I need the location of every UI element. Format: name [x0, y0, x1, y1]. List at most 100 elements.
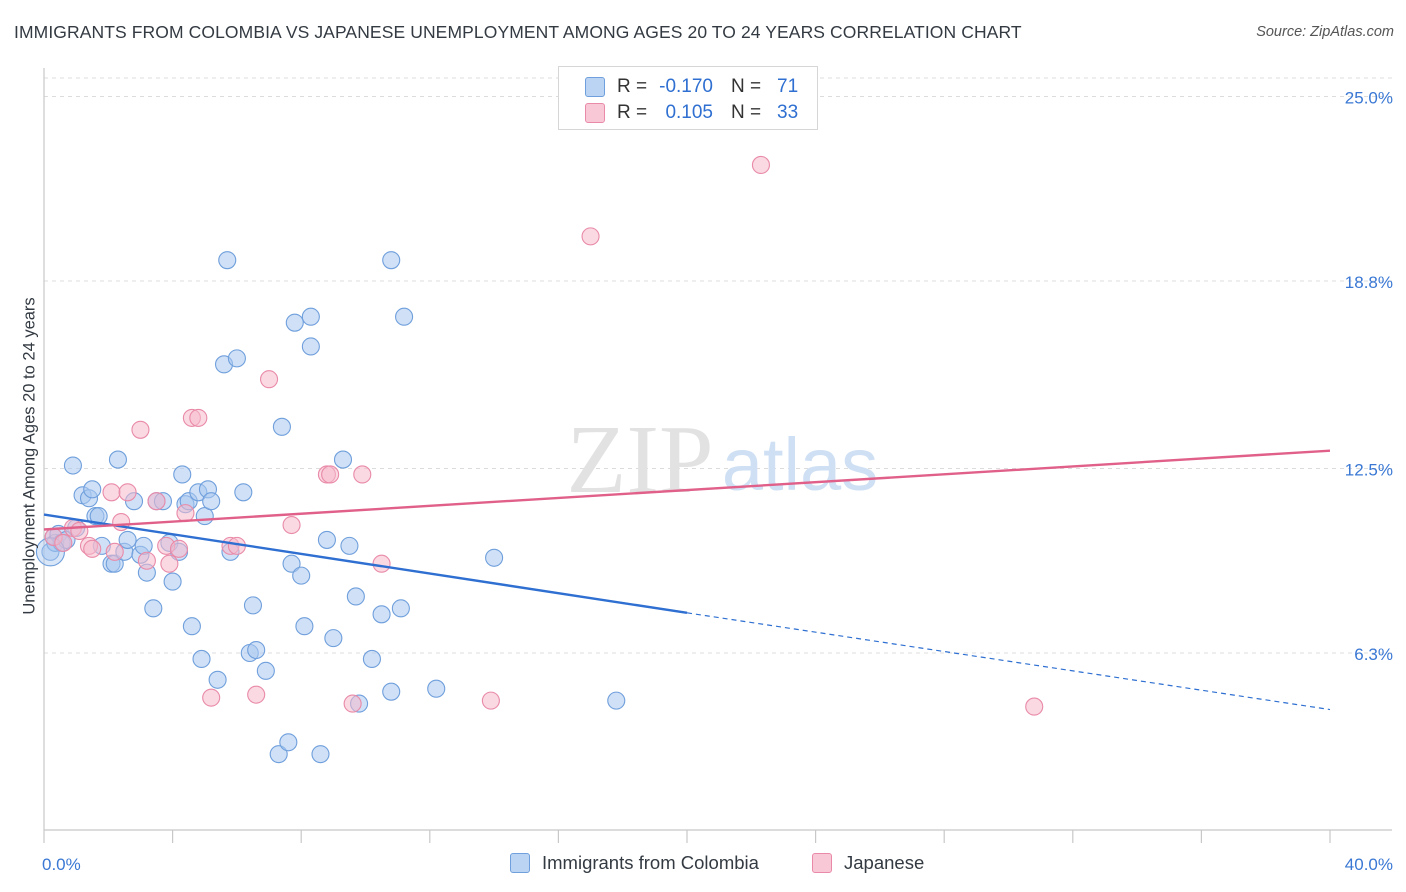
data-point [321, 465, 340, 484]
data-point [218, 251, 237, 270]
data-point [202, 492, 221, 511]
data-point [751, 155, 770, 174]
data-point [272, 417, 291, 436]
data-point [108, 450, 127, 469]
data-point [362, 649, 381, 669]
data-point [63, 456, 82, 475]
legend-r-label: R = [617, 76, 648, 97]
trend-line-pink [43, 449, 1331, 531]
series-legend: Immigrants from Colombia Japanese [0, 852, 1406, 878]
data-point [54, 533, 73, 552]
tick-labels: 6.3% 12.5% 18.8% 25.0% 0.0% 40.0% [42, 89, 1393, 875]
data-point [163, 572, 182, 591]
legend-swatch-blue [585, 77, 605, 97]
legend-item-japanese[interactable]: Japanese [812, 852, 924, 874]
data-point [243, 596, 263, 615]
data-point [247, 685, 266, 704]
series-colombia-points [35, 251, 626, 764]
data-point [70, 521, 89, 541]
data-point [395, 307, 414, 326]
data-point [353, 465, 372, 484]
legend-n-label: N = [731, 102, 762, 123]
trend-line-extension-blue [686, 612, 1331, 711]
legend-swatch-pink [812, 853, 832, 873]
data-point [282, 554, 301, 573]
data-point [311, 745, 330, 764]
data-point [160, 554, 179, 573]
data-point [346, 587, 365, 606]
data-point [285, 313, 304, 332]
x-tick-label: 0.0% [42, 855, 81, 874]
data-point [118, 483, 137, 502]
source-label: Source: ZipAtlas.com [1256, 24, 1394, 40]
data-point [391, 599, 410, 618]
data-point [182, 617, 201, 636]
data-point [317, 530, 336, 549]
data-point [382, 682, 401, 701]
data-point [105, 542, 124, 561]
data-point [343, 694, 362, 713]
data-point [176, 504, 195, 523]
data-point [169, 539, 189, 558]
legend-swatch-blue [510, 853, 530, 873]
data-point [256, 661, 275, 680]
y-tick-label: 25.0% [1345, 89, 1393, 108]
data-point [269, 745, 288, 764]
data-point [234, 483, 253, 502]
data-point [279, 733, 298, 752]
legend-row-japanese: R = 0.105 N = 33 [559, 100, 799, 126]
data-point [202, 688, 221, 707]
legend-n-value: 33 [777, 102, 799, 123]
data-point [118, 530, 137, 549]
data-point [481, 691, 500, 710]
data-point [340, 536, 359, 555]
chart-title: IMMIGRANTS FROM COLOMBIA VS JAPANESE UNE… [14, 22, 1022, 42]
correlation-legend: R = -0.170 N = 71 R = 0.105 N = 33 [558, 66, 818, 130]
data-point [333, 450, 353, 469]
data-point [227, 349, 246, 368]
data-point [247, 640, 266, 660]
data-point [147, 492, 166, 511]
legend-row-colombia: R = -0.170 N = 71 [559, 74, 799, 100]
data-point [324, 629, 343, 648]
legend-swatch-pink [585, 103, 605, 123]
data-point [134, 536, 153, 555]
data-point [301, 337, 320, 356]
data-point [83, 539, 102, 558]
data-point [208, 670, 227, 689]
data-point [372, 605, 391, 624]
y-tick-label: 6.3% [1354, 645, 1393, 664]
data-point [173, 465, 192, 484]
legend-n-label: N = [731, 76, 762, 97]
data-point [102, 483, 121, 502]
trend-lines [43, 449, 1331, 711]
watermark-zip: ZIP [567, 406, 714, 514]
data-point [131, 420, 150, 439]
data-point [427, 679, 446, 698]
data-point [372, 554, 391, 573]
data-point [1025, 697, 1044, 716]
data-point [83, 480, 102, 499]
data-point [292, 566, 311, 585]
data-point [259, 370, 279, 389]
legend-r-label: R = [617, 102, 648, 123]
legend-r-value: 0.105 [665, 102, 713, 123]
data-point [137, 551, 156, 570]
y-tick-label: 12.5% [1345, 460, 1393, 479]
data-point [295, 617, 314, 636]
y-axis-label: Unemployment Among Ages 20 to 24 years [20, 297, 39, 615]
data-point [89, 507, 108, 526]
legend-label-colombia: Immigrants from Colombia [542, 852, 759, 873]
legend-item-colombia[interactable]: Immigrants from Colombia [510, 852, 759, 874]
data-point [485, 548, 504, 567]
trend-line-blue [43, 513, 688, 615]
legend-label-japanese: Japanese [844, 852, 925, 873]
data-point [581, 227, 600, 246]
data-point [192, 649, 211, 669]
data-point [144, 599, 163, 618]
data-point [189, 408, 208, 427]
data-point [607, 691, 626, 710]
data-point [382, 251, 401, 270]
legend-n-value: 71 [777, 76, 799, 97]
